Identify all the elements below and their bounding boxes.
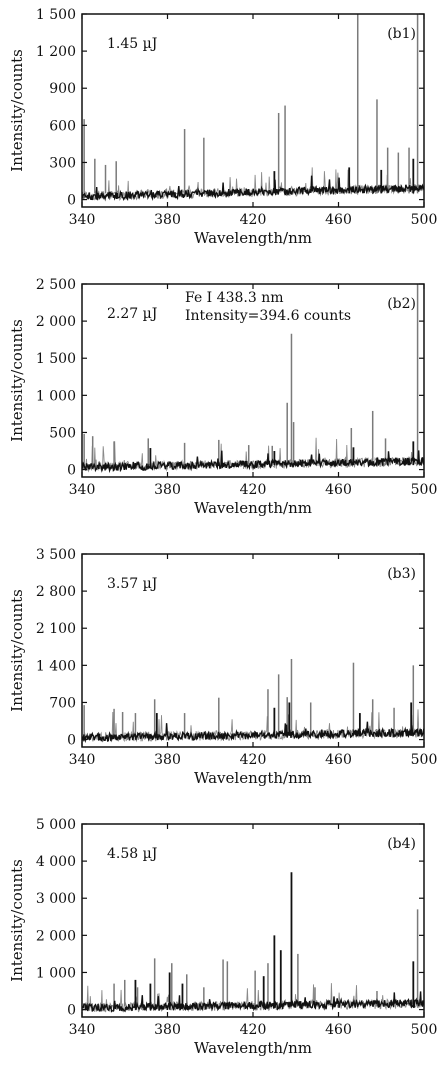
- panel-label: (b4): [387, 836, 416, 852]
- x-tick-label-4: 500: [411, 482, 438, 498]
- spectrum-black-trace: [82, 450, 424, 474]
- panel-label: (b2): [387, 296, 416, 312]
- spectrum-chart-b3: 340 380 420 460 500 0 700 1 400 2 100 2 800 3 500 W…: [0, 540, 439, 810]
- x-tick-label-2: 420: [240, 212, 267, 228]
- spectrum-chart-b1: 340 380 420 460 500 0 300 600 900 1 200 1 500 Wavel…: [0, 0, 439, 270]
- y-tick-label-5: 5 000: [36, 817, 76, 833]
- y-axis-title: Intensity/counts: [8, 859, 26, 982]
- y-tick-label-0: 0: [67, 193, 76, 209]
- x-axis-title: Wavelength/nm: [194, 769, 312, 787]
- y-tick-label-0: 0: [67, 733, 76, 749]
- annotation-line-1: Intensity=394.6 counts: [185, 308, 351, 324]
- x-axis-title: Wavelength/nm: [194, 1039, 312, 1057]
- y-tick-label-4: 2 000: [36, 314, 76, 330]
- chart-svg: 340 380 420 460 500 0 700 1 400 2 100 2 800 3 500 W…: [8, 547, 438, 787]
- y-tick-label-4: 1 200: [36, 44, 76, 60]
- spectrum-chart-b2: 340 380 420 460 500 0 500 1 000 1 500 2 000 2 500 W…: [0, 270, 439, 540]
- y-tick-label-0: 0: [67, 463, 76, 479]
- y-tick-label-5: 3 500: [36, 547, 76, 563]
- x-tick-label-1: 380: [154, 1022, 181, 1038]
- spectrum-black-trace: [82, 721, 424, 744]
- y-tick-label-2: 600: [49, 118, 76, 134]
- y-tick-label-3: 1 500: [36, 351, 76, 367]
- y-axis-title: Intensity/counts: [8, 589, 26, 712]
- y-tick-label-3: 2 100: [36, 621, 76, 637]
- energy-label: 3.57 µJ: [107, 576, 157, 592]
- y-tick-label-5: 2 500: [36, 277, 76, 293]
- y-axis-title: Intensity/counts: [8, 49, 26, 172]
- x-tick-label-3: 460: [325, 1022, 352, 1038]
- annotation-line-0: Fe I 438.3 nm: [185, 290, 284, 306]
- y-axis-title: Intensity/counts: [8, 319, 26, 442]
- energy-label: 4.58 µJ: [107, 846, 157, 862]
- chart-svg: 340 380 420 460 500 0 1 000 2 000 3 000 4 000 5 00…: [8, 817, 438, 1057]
- x-tick-label-3: 460: [325, 482, 352, 498]
- energy-label: 1.45 µJ: [107, 36, 157, 52]
- x-axis-title: Wavelength/nm: [194, 499, 312, 517]
- energy-label: 2.27 µJ: [107, 306, 157, 322]
- x-tick-label-2: 420: [240, 752, 267, 768]
- x-tick-label-4: 500: [411, 752, 438, 768]
- x-tick-label-0: 340: [69, 752, 96, 768]
- spectrum-black-trace: [82, 175, 424, 202]
- x-tick-label-1: 380: [154, 752, 181, 768]
- y-tick-label-1: 300: [49, 155, 76, 171]
- y-tick-label-1: 1 000: [36, 965, 76, 981]
- spectrum-black-trace: [82, 991, 424, 1013]
- x-tick-label-0: 340: [69, 482, 96, 498]
- spectrum-chart-b4: 340 380 420 460 500 0 1 000 2 000 3 000 4 000 5 00…: [0, 810, 439, 1080]
- y-tick-label-0: 0: [67, 1003, 76, 1019]
- y-tick-label-2: 1 000: [36, 388, 76, 404]
- x-tick-label-4: 500: [411, 212, 438, 228]
- chart-svg: 340 380 420 460 500 0 500 1 000 1 500 2 000 2 500 W…: [8, 277, 438, 517]
- x-tick-label-0: 340: [69, 212, 96, 228]
- y-tick-label-4: 2 800: [36, 584, 76, 600]
- y-tick-label-1: 500: [49, 425, 76, 441]
- y-tick-label-2: 2 000: [36, 928, 76, 944]
- x-tick-label-1: 380: [154, 212, 181, 228]
- x-tick-label-1: 380: [154, 482, 181, 498]
- x-tick-label-2: 420: [240, 1022, 267, 1038]
- panel-label: (b3): [387, 566, 416, 582]
- x-tick-label-0: 340: [69, 1022, 96, 1038]
- x-tick-label-4: 500: [411, 1022, 438, 1038]
- x-tick-label-2: 420: [240, 482, 267, 498]
- chart-svg: 340 380 420 460 500 0 300 600 900 1 200 1 500 Wavel…: [8, 7, 438, 247]
- panel-label: (b1): [387, 26, 416, 42]
- y-tick-label-1: 700: [49, 695, 76, 711]
- y-tick-label-3: 3 000: [36, 891, 76, 907]
- y-tick-label-3: 900: [49, 81, 76, 97]
- x-tick-label-3: 460: [325, 752, 352, 768]
- y-tick-label-5: 1 500: [36, 7, 76, 23]
- y-tick-label-2: 1 400: [36, 658, 76, 674]
- x-tick-label-3: 460: [325, 212, 352, 228]
- y-tick-label-4: 4 000: [36, 854, 76, 870]
- x-axis-title: Wavelength/nm: [194, 229, 312, 247]
